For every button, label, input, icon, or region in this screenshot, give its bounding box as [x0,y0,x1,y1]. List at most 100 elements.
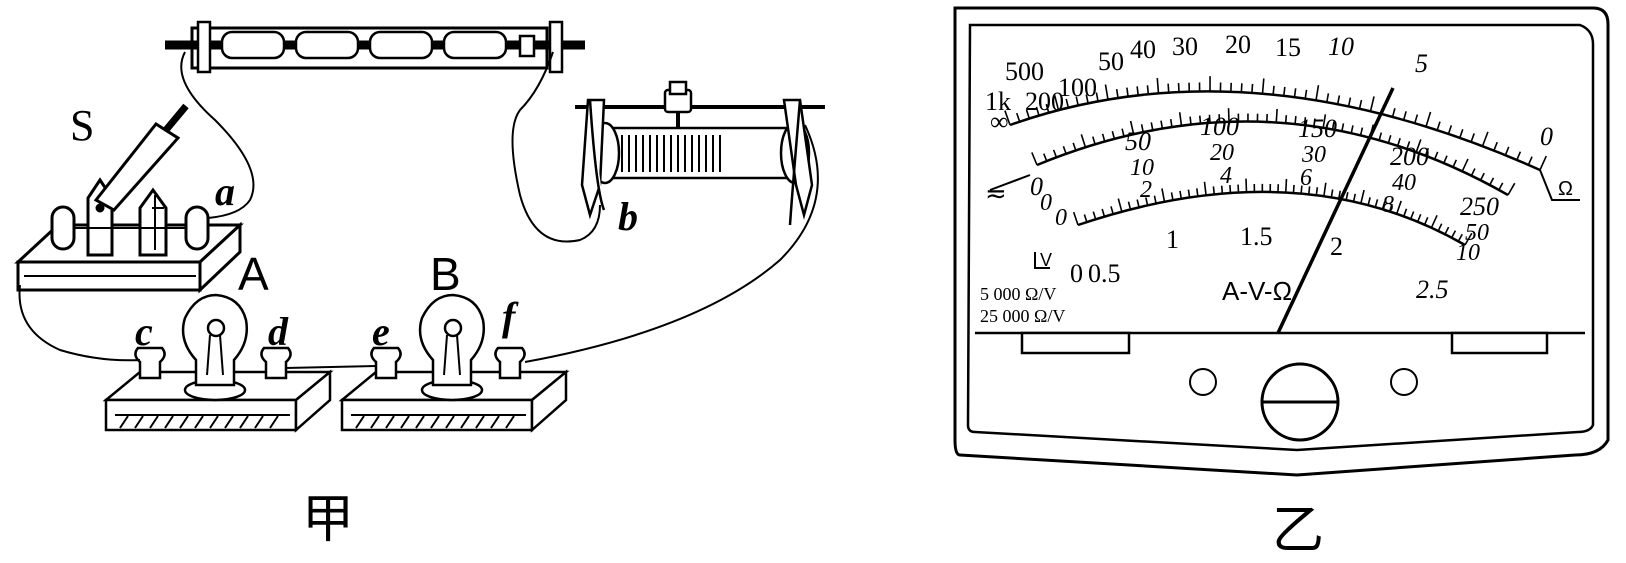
scale-tick [1284,178,1288,193]
scale-tick [1045,103,1050,113]
scale-tick [1395,200,1402,215]
scale-tick [1459,129,1464,139]
scale-tick [1437,223,1443,232]
s250-150: 150 [1298,114,1337,143]
terminal-d-label: d [268,309,289,354]
scale-tick [1178,112,1183,126]
circuit-figure: S a b c d e f A B 甲 [14,20,825,550]
scale-tick [1126,87,1129,97]
meter-body [953,6,1610,477]
scale-tick [1085,94,1089,104]
scale-tick [1452,159,1458,168]
scale-tick [1451,230,1457,239]
s25-0: 0 [1070,259,1083,288]
scale-tick [1313,118,1316,127]
scale-tick [1322,114,1327,128]
s250-0: 0 [1030,172,1043,201]
scale-tick [1367,197,1371,206]
scale-tick [1110,206,1114,215]
scale-tick [1115,88,1119,99]
scale-tick [1493,141,1498,151]
knife-switch [14,103,244,294]
ohm-scale-labels: ∞ 1k 500 200 100 50 40 30 20 15 10 5 0 Ω [985,30,1573,200]
scale-tick [1052,149,1058,158]
terminal-f-label: f [502,294,519,339]
scale-tick [1136,199,1140,208]
scale-tick [1315,85,1320,101]
s250-100: 100 [1200,112,1239,141]
scale-tick [1160,120,1164,129]
scale-tick [1161,188,1166,202]
scale-tick [1414,114,1419,124]
s10-4: 4 [1220,163,1232,189]
scale-tick [1272,85,1275,95]
scale-tick [1140,124,1144,133]
scale-tick [1461,158,1469,172]
s50-40: 40 [1392,170,1416,196]
scale-tick [1360,189,1365,204]
scale-tick [1481,131,1489,147]
scale-tick [1212,186,1216,195]
scale-tick [1406,141,1411,150]
scale-tick [1053,95,1060,111]
s50-0: 0 [1040,190,1052,216]
ohm-0: 0 [1540,122,1553,151]
scale-tick [1425,111,1432,127]
scale-tick [1304,89,1308,99]
ohm-40: 40 [1130,35,1156,64]
scale-tick [1275,108,1278,123]
scale-tick [1444,226,1450,235]
scale-tick [1043,153,1048,162]
scale-tick [1282,86,1286,96]
s10-0: 0 [1055,205,1067,231]
scale-tick [1004,110,1011,126]
scale-tick [1117,198,1123,212]
s10-6: 6 [1300,165,1312,191]
scale-tick [1150,122,1154,131]
scale-tick [1303,117,1307,126]
scale-tick [1391,108,1396,118]
multimeter-figure: ∞ 1k 500 200 100 50 40 30 20 15 10 5 0 Ω… [953,6,1610,561]
dc-arc [1036,120,1509,197]
scale-tick [1292,184,1295,194]
ohm-15: 15 [1275,33,1301,62]
scale-tick [1101,133,1106,142]
scale-tick [1352,193,1357,202]
scale-tick [1092,211,1097,220]
ac-arc [1077,190,1466,247]
scale-tick [1031,152,1038,166]
scale-tick [1489,177,1495,186]
scale-tick [1416,214,1422,223]
s25-0-5: 0.5 [1088,259,1121,288]
s50-10: 10 [1130,155,1154,181]
s25-1: 1 [1166,225,1179,254]
scale-tick [1470,133,1475,143]
scale-tick [1101,208,1106,217]
scale-tick [1447,125,1453,135]
s10-10: 10 [1456,240,1480,266]
scale-tick [1387,135,1392,144]
scale-tick [1229,184,1232,194]
scale-tick [1145,197,1149,206]
s25-1-5: 1.5 [1240,222,1273,251]
scale-tick [1464,232,1473,246]
ohm-marker [1539,169,1580,201]
scale-tick [1341,123,1345,132]
scale-tick [1153,195,1157,204]
scale-tick [1498,182,1504,191]
scale-tick [1300,185,1303,194]
dc-marker [989,174,1031,191]
ohm-inf: ∞ [990,107,1009,136]
scale-tick [1121,128,1125,137]
scale-tick [1457,233,1463,242]
connecting-wires [18,51,819,369]
scale-tick [1315,187,1319,196]
scale-tick [1156,78,1160,94]
meter-needle [1276,87,1395,334]
s250-50: 50 [1125,127,1151,156]
scale-tick [1307,186,1311,195]
scale-tick [1338,190,1342,199]
scale-tick [1075,96,1079,106]
scale-50-labels: 0 10 20 30 40 50 [1040,140,1489,246]
ohm-5: 5 [1415,49,1428,78]
